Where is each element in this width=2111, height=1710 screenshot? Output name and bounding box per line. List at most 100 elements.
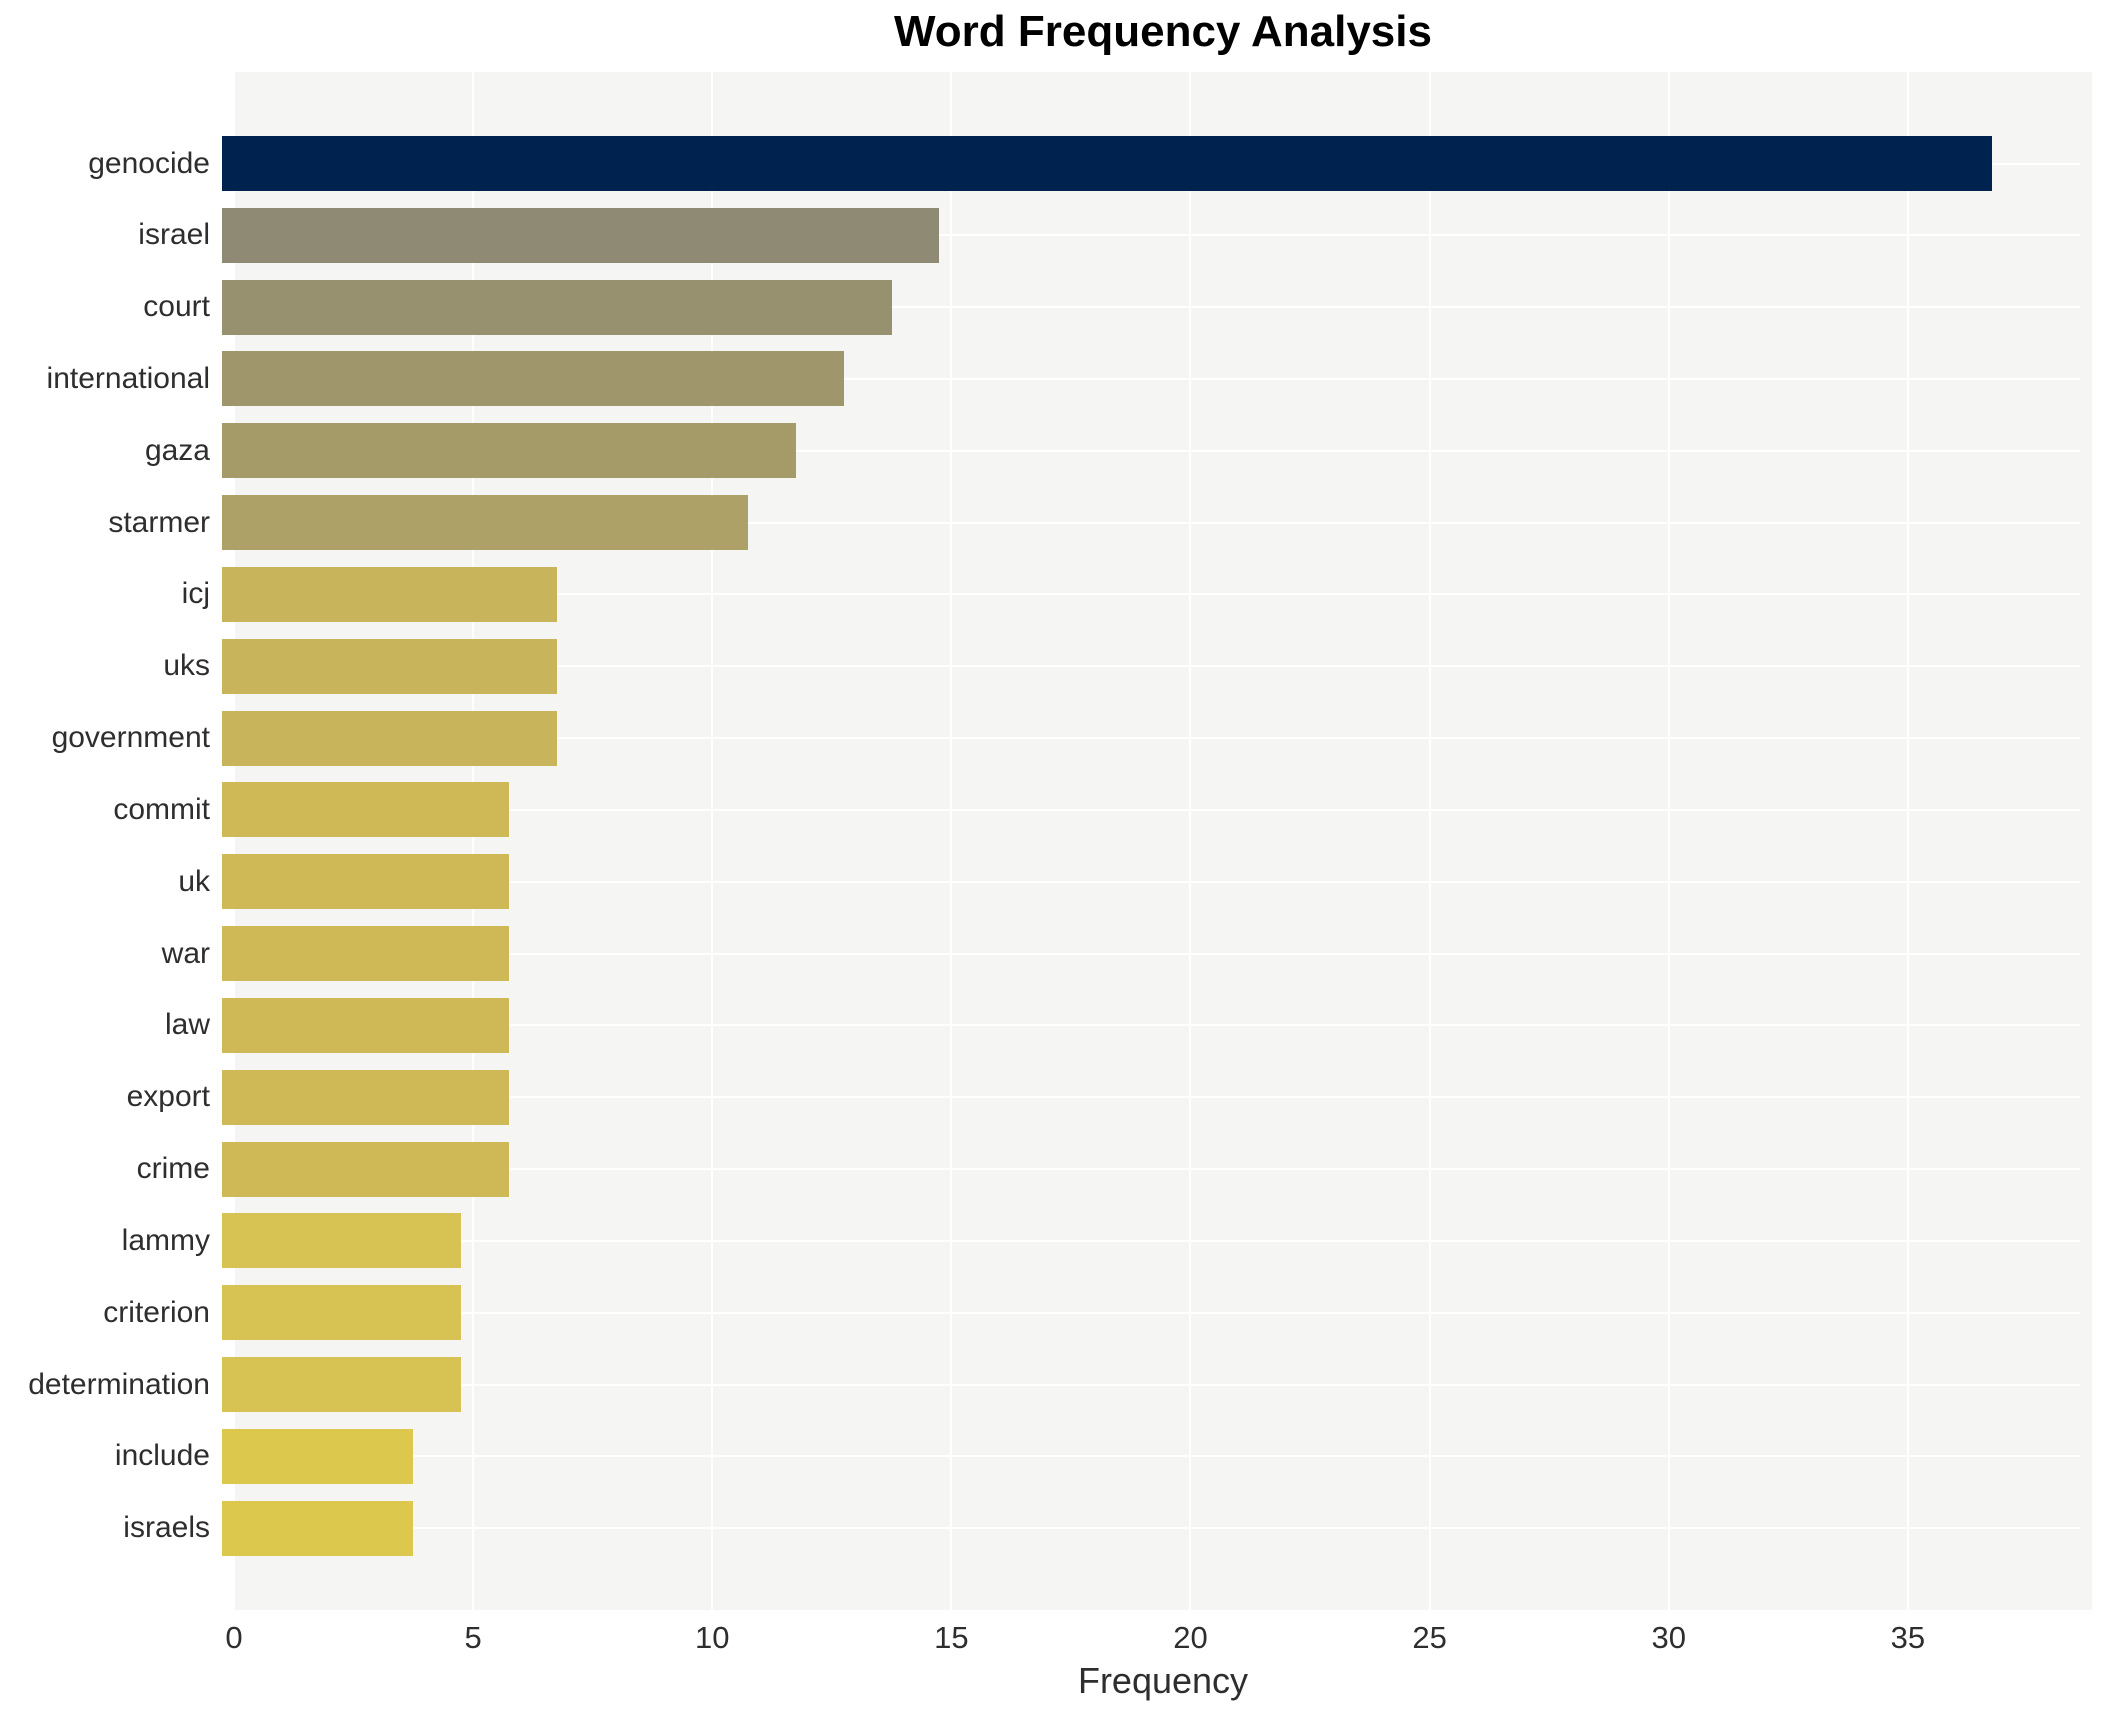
horizontal-gridline xyxy=(222,952,2080,955)
bar-row: export xyxy=(0,1069,2092,1125)
x-axis-tick-label: 20 xyxy=(1173,1620,1208,1655)
y-axis-label: commit xyxy=(113,792,210,826)
horizontal-gridline xyxy=(222,306,2080,309)
y-axis-label: court xyxy=(143,290,210,324)
bar-track xyxy=(222,1500,2080,1556)
x-axis: 0 5 10 15 20 25 30 35 xyxy=(0,1620,2111,1662)
bar xyxy=(222,207,940,263)
bar-track xyxy=(222,1285,2080,1341)
horizontal-gridline xyxy=(222,1096,2080,1099)
bar-row: israel xyxy=(0,207,2092,263)
y-axis-label: include xyxy=(114,1439,210,1473)
y-axis-label: war xyxy=(161,936,210,970)
horizontal-gridline xyxy=(222,808,2080,811)
bar xyxy=(222,1500,414,1556)
y-axis-label: export xyxy=(126,1080,210,1114)
x-axis-tick-label: 25 xyxy=(1412,1620,1447,1655)
horizontal-gridline xyxy=(222,1455,2080,1458)
bar-track xyxy=(222,1069,2080,1125)
vertical-gridline xyxy=(1428,72,1431,1610)
bar-row: starmer xyxy=(0,495,2092,551)
horizontal-gridline xyxy=(222,521,2080,524)
y-axis-label: gaza xyxy=(144,433,210,467)
y-axis-label: starmer xyxy=(108,505,210,539)
bar xyxy=(222,926,509,982)
vertical-gridline xyxy=(1906,72,1909,1610)
bar xyxy=(222,1213,462,1269)
bar-track xyxy=(222,207,2080,263)
bar-track xyxy=(222,926,2080,982)
bar-row: commit xyxy=(0,782,2092,838)
x-axis-tick-label: 30 xyxy=(1651,1620,1686,1655)
bar-row: war xyxy=(0,926,2092,982)
bar-row: lammy xyxy=(0,1213,2092,1269)
vertical-gridline xyxy=(472,72,475,1610)
horizontal-gridline xyxy=(222,234,2080,237)
x-axis-tick-label: 5 xyxy=(464,1620,482,1655)
bar-track xyxy=(222,136,2080,191)
bar xyxy=(222,854,509,910)
bar-rows: genocide israel court international gaza star… xyxy=(0,136,2092,1556)
bar-row: criterion xyxy=(0,1285,2092,1341)
bar-track xyxy=(222,1141,2080,1197)
y-axis-label: uks xyxy=(163,649,210,683)
horizontal-gridline xyxy=(222,1168,2080,1171)
bar-track xyxy=(222,566,2080,622)
y-axis-label: genocide xyxy=(88,146,210,180)
bar-row: determination xyxy=(0,1357,2092,1413)
x-axis-tick-label: 10 xyxy=(694,1620,730,1655)
bar-row: international xyxy=(0,351,2092,407)
bar xyxy=(222,638,557,694)
bar-row: government xyxy=(0,710,2092,766)
y-axis-label: israel xyxy=(138,218,210,252)
bar-row: uk xyxy=(0,854,2092,910)
bar-track xyxy=(222,997,2080,1053)
bar-track xyxy=(222,854,2080,910)
vertical-gridline xyxy=(1667,72,1670,1610)
vertical-gridline xyxy=(711,72,714,1610)
y-axis-label: israels xyxy=(123,1511,210,1545)
bar-track xyxy=(222,638,2080,694)
bar xyxy=(222,495,749,551)
bar xyxy=(222,1069,509,1125)
bar-track xyxy=(222,423,2080,479)
horizontal-gridline xyxy=(222,880,2080,883)
horizontal-gridline xyxy=(222,665,2080,668)
y-axis-label: international xyxy=(46,361,210,395)
bar xyxy=(222,136,1992,191)
y-axis-label: criterion xyxy=(103,1295,210,1329)
bar-row: law xyxy=(0,997,2092,1053)
bar-row: court xyxy=(0,279,2092,335)
bar-row: gaza xyxy=(0,423,2092,479)
y-axis-label: crime xyxy=(136,1152,210,1186)
y-axis-label: icj xyxy=(181,577,210,611)
bar-track xyxy=(222,782,2080,838)
horizontal-gridline xyxy=(222,1024,2080,1027)
y-axis-label: determination xyxy=(28,1367,210,1401)
y-axis-label: lammy xyxy=(121,1223,210,1257)
bar xyxy=(222,1428,414,1484)
horizontal-gridline xyxy=(222,377,2080,380)
bar xyxy=(222,997,509,1053)
vertical-gridline xyxy=(950,72,953,1610)
bar xyxy=(222,1357,462,1413)
bar xyxy=(222,1285,462,1341)
bar-row: genocide xyxy=(0,136,2092,191)
bar-track xyxy=(222,710,2080,766)
x-axis-tick-label: 35 xyxy=(1890,1620,1926,1655)
y-axis-label: law xyxy=(164,1008,210,1042)
bar xyxy=(222,423,796,479)
bar-track xyxy=(222,351,2080,407)
x-axis-title: Frequency xyxy=(1077,1660,1249,1701)
horizontal-gridline xyxy=(222,1383,2080,1386)
bar xyxy=(222,279,892,335)
bar xyxy=(222,351,844,407)
bar-row: include xyxy=(0,1428,2092,1484)
bar-track xyxy=(222,495,2080,551)
bar-row: uks xyxy=(0,638,2092,694)
horizontal-gridline xyxy=(222,737,2080,740)
x-axis-tick-label: 15 xyxy=(934,1620,969,1655)
horizontal-gridline xyxy=(222,1239,2080,1242)
x-axis-tick-label: 0 xyxy=(225,1620,243,1655)
